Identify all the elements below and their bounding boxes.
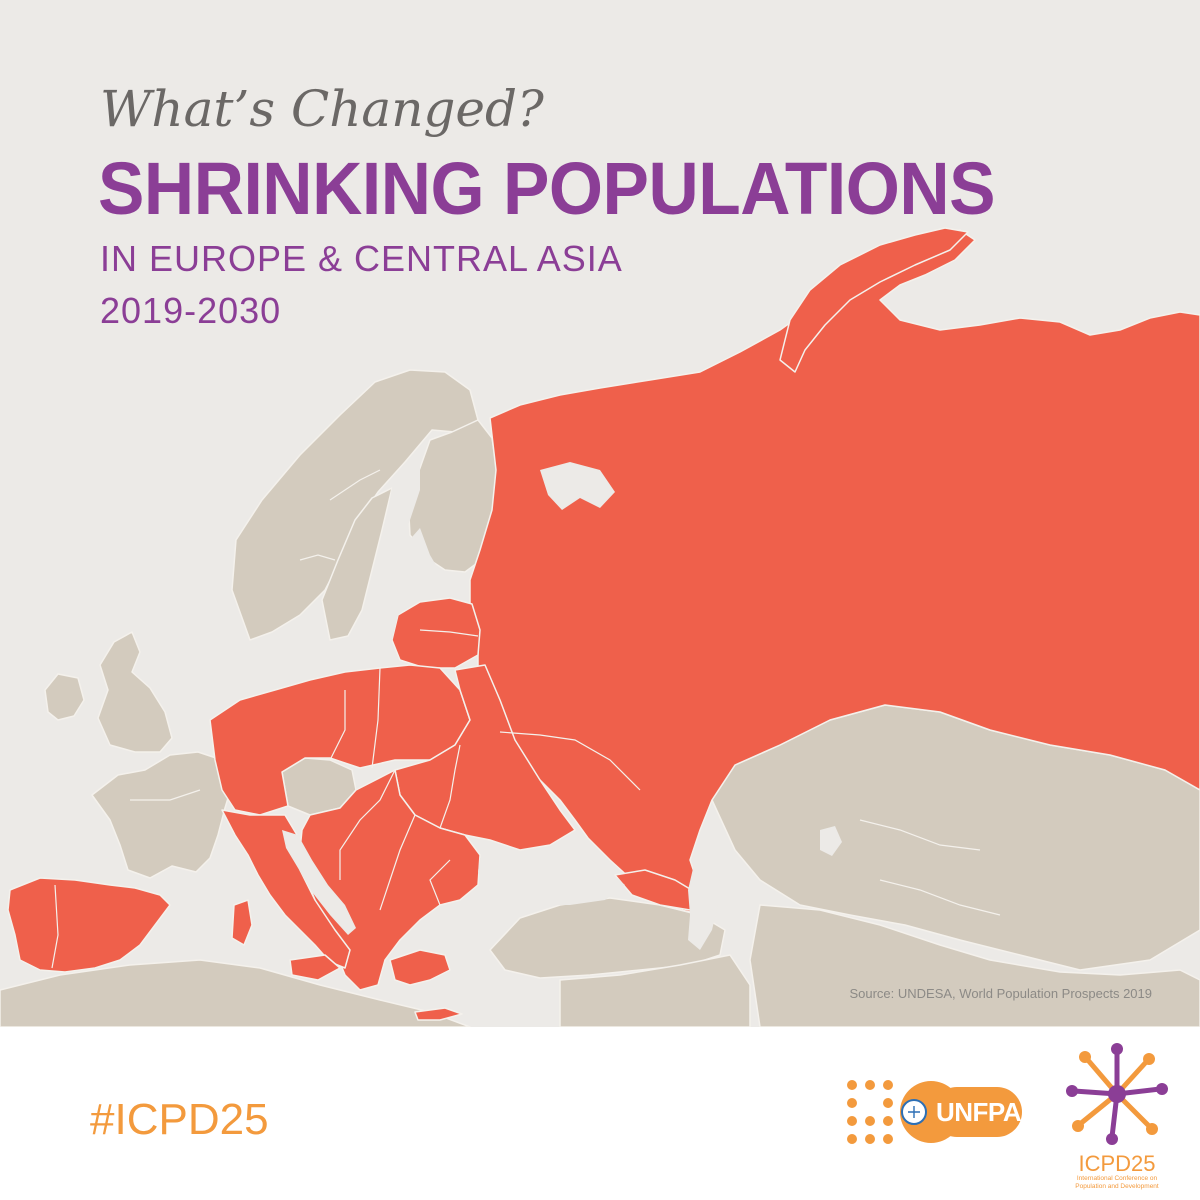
caspian-sea (688, 858, 720, 950)
unfpa-logo: UNFPA (842, 1077, 1022, 1147)
region-north-africa (0, 959, 471, 1027)
kicker-text: What’s Changed? (100, 80, 544, 138)
region-great-britain (97, 631, 173, 753)
icpd25-subtext: International Conference on Population a… (1075, 1175, 1159, 1190)
icpd25-logo-mark (1066, 1043, 1168, 1145)
icpd25-logo: ICPD25 International Conference on Popul… (1062, 1039, 1172, 1194)
border-line (329, 690, 346, 761)
aral-sea (820, 826, 842, 856)
year-range: 2019-2030 (100, 290, 282, 331)
region-france (91, 751, 233, 879)
black-sea (478, 850, 625, 905)
unfpa-wordmark: UNFPA (936, 1097, 1022, 1127)
region-iberia (7, 877, 171, 973)
country-borders (51, 469, 1001, 969)
border-line (419, 629, 479, 637)
border-line (439, 744, 461, 829)
border-line (130, 789, 201, 801)
border-line (339, 769, 396, 880)
hashtag-text[interactable]: #ICPD25 (90, 1095, 269, 1144)
baltic-sea (360, 528, 440, 662)
region-ireland (44, 673, 85, 721)
border-line (499, 731, 641, 791)
border-line (51, 884, 59, 969)
region-crete (414, 1007, 463, 1021)
border-line (329, 469, 381, 501)
source-note: Source: UNDESA, World Population Prospec… (849, 986, 1152, 1001)
region-greece (389, 949, 451, 986)
page-title: SHRINKING POPULATIONS (98, 147, 996, 230)
region-sardinia (231, 899, 253, 946)
border-line (371, 667, 381, 769)
border-line (379, 814, 416, 911)
footer: #ICPD25 UNFPA (0, 1027, 1200, 1200)
icpd25-wordmark: ICPD25 (1078, 1151, 1156, 1176)
region-middle-east (559, 954, 751, 1027)
region-belarus-ukraine (394, 664, 576, 851)
border-line (859, 819, 981, 851)
border-line (299, 554, 336, 561)
gulf-of-bothnia (384, 462, 420, 560)
page-subtitle: IN EUROPE & CENTRAL ASIA (100, 238, 623, 279)
europe-central-asia-map (0, 227, 1200, 1027)
adriatic-sea (282, 830, 356, 935)
border-line (429, 859, 451, 906)
region-sicily (289, 954, 341, 981)
unfpa-logo-mark (847, 1080, 1022, 1144)
region-novaya-zemlya (779, 227, 969, 373)
map-area (0, 0, 1200, 1027)
border-line (879, 879, 1001, 916)
region-central-asia-south (749, 904, 1200, 1027)
white-sea (540, 462, 615, 510)
